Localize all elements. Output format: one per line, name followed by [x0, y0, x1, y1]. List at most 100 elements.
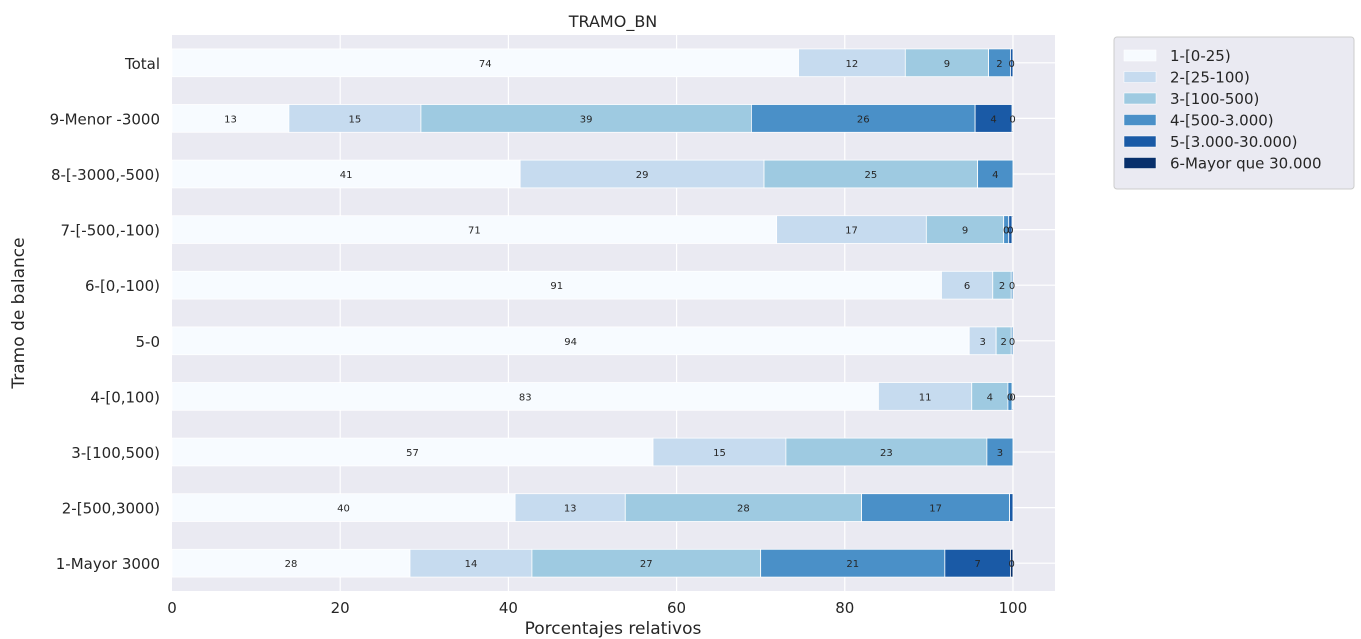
- bar-segment: [986, 437, 1014, 467]
- x-tick-label: 40: [499, 599, 518, 617]
- bar-segment: [171, 548, 411, 578]
- bar-segment: [974, 104, 1013, 133]
- y-tick-label: 1-Mayor 3000: [56, 555, 160, 573]
- bar-value-label: 23: [880, 448, 893, 459]
- legend-swatch: [1123, 49, 1157, 62]
- y-tick-label: 9-Menor -3000: [50, 110, 160, 128]
- bar-segment: [171, 215, 778, 244]
- bar-segment: [977, 159, 1014, 189]
- x-tick-label: 20: [331, 599, 350, 617]
- bar-segment: [763, 159, 979, 189]
- bar-segment: [288, 104, 422, 133]
- x-axis-title: Porcentajes relativos: [525, 619, 702, 639]
- x-tick-label: 80: [835, 599, 854, 617]
- bar-segment: [861, 493, 1010, 522]
- bar-value-label: 39: [580, 114, 593, 125]
- bar-value-label: 12: [846, 59, 859, 70]
- bar-value-label: 25: [864, 170, 877, 181]
- legend-label: 2-[25-100): [1170, 69, 1250, 87]
- y-tick-label: 6-[0,-100): [85, 277, 160, 295]
- bar-segment: [1011, 104, 1014, 133]
- bar-value-label: 2: [999, 281, 1005, 292]
- y-tick-label: 7-[-500,-100): [60, 222, 160, 240]
- bar-segment: [171, 382, 879, 411]
- bar-segment: [171, 104, 290, 133]
- legend-box: [1113, 36, 1355, 190]
- bar-value-label: 28: [285, 559, 298, 570]
- x-tick-labels: 0 20 40 60 80 100: [167, 599, 1027, 617]
- y-tick-label: 2-[500,3000): [62, 500, 160, 518]
- x-tick-label: 100: [999, 599, 1028, 617]
- bar-value-label: 0: [1003, 226, 1009, 237]
- bar-segment: [878, 382, 973, 411]
- bar-value-label: 3: [997, 448, 1003, 459]
- bar-value-label: 28: [737, 504, 750, 515]
- bar-segment: [925, 215, 1005, 244]
- bar-value-label: 4: [987, 392, 993, 403]
- bar-value-label: 91: [550, 281, 563, 292]
- bar-value-label: 0: [1009, 59, 1015, 70]
- bar-segment: [944, 548, 1011, 578]
- chart-title: TRAMO_BN: [568, 12, 658, 32]
- bar-segment: [171, 159, 521, 189]
- bar-segment: [798, 48, 906, 78]
- y-axis-title: Tramo de balance: [9, 237, 29, 389]
- bar-segment: [1010, 326, 1014, 356]
- bar-value-label: 3: [979, 337, 985, 348]
- bar-value-label: 83: [519, 392, 532, 403]
- bar-segment: [171, 326, 970, 356]
- x-tick-label: 0: [167, 599, 177, 617]
- bar-segment: [171, 270, 942, 300]
- bar-value-label: 2: [1001, 337, 1007, 348]
- bar-value-label: 4: [990, 114, 996, 125]
- legend-label: 4-[500-3.000): [1170, 112, 1274, 130]
- legend-swatch: [1123, 92, 1157, 105]
- legend-label: 3-[100-500): [1170, 90, 1259, 108]
- y-tick-label: 8-[-3000,-500): [51, 166, 160, 184]
- bar-value-label: 94: [564, 337, 577, 348]
- bar-segment: [1010, 48, 1014, 78]
- legend-swatch: [1123, 157, 1157, 169]
- bar-value-label: 9: [944, 59, 950, 70]
- bar-segment: [971, 382, 1009, 411]
- bar-segment: [1010, 270, 1014, 300]
- bar-segment: [941, 270, 994, 300]
- y-tick-label: 4-[0,100): [90, 388, 160, 406]
- bar-value-label: 21: [846, 559, 859, 570]
- legend-swatch: [1123, 71, 1157, 83]
- bar-segment: [420, 104, 752, 133]
- legend-label: 6-Mayor que 30.000: [1170, 155, 1322, 173]
- bar-segment: [1010, 548, 1014, 578]
- bar-value-label: 2: [996, 59, 1002, 70]
- bar-segment: [1009, 493, 1014, 522]
- legend-swatch: [1123, 135, 1157, 148]
- bar-segment: [171, 48, 799, 78]
- bars-group: [171, 48, 1014, 578]
- bar-value-label: 0: [1009, 114, 1015, 125]
- bar-value-label: 13: [224, 114, 237, 125]
- bar-value-label: 17: [845, 226, 858, 237]
- bar-value-label: 74: [479, 59, 492, 70]
- bar-value-label: 9: [962, 226, 968, 237]
- bar-value-label: 17: [929, 504, 942, 515]
- bar-value-label: 6: [964, 281, 970, 292]
- bar-value-label: 0: [1009, 392, 1015, 403]
- bar-value-label: 0: [1007, 392, 1013, 403]
- bar-value-label: 15: [713, 448, 726, 459]
- bar-value-label: 71: [468, 226, 481, 237]
- bar-value-label: 0: [1007, 226, 1013, 237]
- bar-value-label: 40: [337, 504, 350, 515]
- bar-value-label: 29: [636, 170, 649, 181]
- bar-segment: [760, 548, 946, 578]
- bar-value-label: 15: [349, 114, 362, 125]
- bar-segment: [514, 493, 626, 522]
- bar-value-label: 7: [974, 559, 980, 570]
- bar-segment: [1011, 215, 1014, 244]
- bar-segment: [652, 437, 787, 467]
- legend: 1-[0-25) 2-[25-100) 3-[100-500) 4-[500-3.00…: [1113, 36, 1355, 190]
- y-tick-label: 3-[100,500): [71, 444, 160, 462]
- bar-segment: [624, 493, 862, 522]
- bar-segment: [1011, 382, 1014, 411]
- bar-value-label: 13: [564, 504, 577, 515]
- bar-value-label: 41: [340, 170, 353, 181]
